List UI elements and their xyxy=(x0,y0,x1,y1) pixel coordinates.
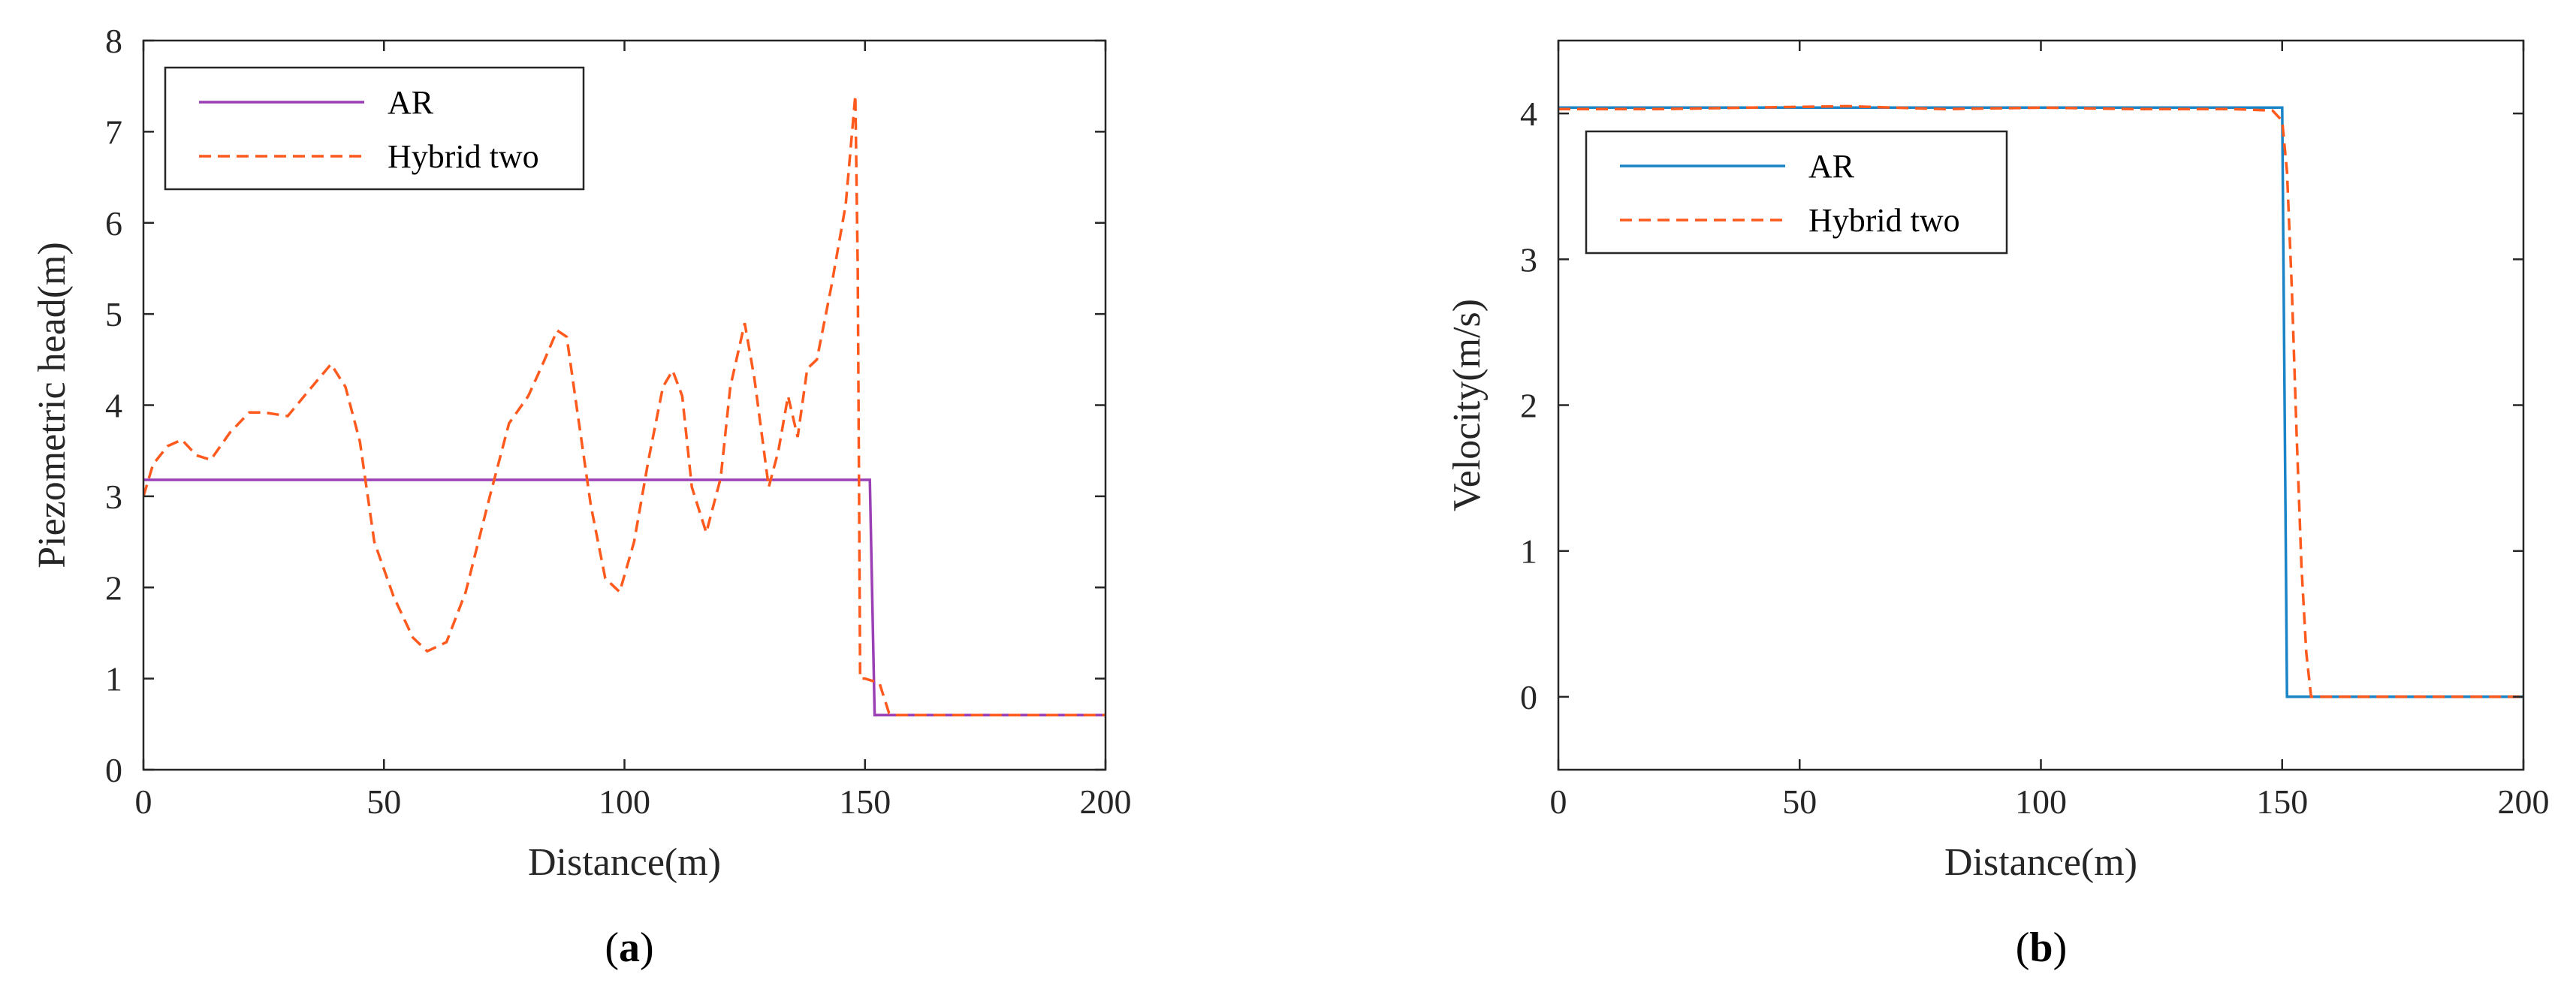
panel-label-b: (b) xyxy=(2016,924,2067,971)
panel-a-legend-label-1: Hybrid two xyxy=(388,138,539,175)
panel-b-x-tick-label-0: 0 xyxy=(1550,782,1567,821)
panel-label-a: (a) xyxy=(605,924,653,971)
chart-panel-b: 0 50 100 150 200 0 1 2 3 4 Distance(m) Velocity(m/s… xyxy=(1446,39,2550,884)
panel-a-y-axis-label: Piezometric head(m) xyxy=(31,242,74,568)
panel-a-y-tick-label-6: 6 xyxy=(105,204,122,243)
panel-b-x-axis-label: Distance(m) xyxy=(1944,841,2137,884)
panel-label-a-letter: a xyxy=(619,924,640,971)
chart-panel-a: 0 50 100 150 200 0 1 2 3 4 5 6 7 8 Distance(m) Piezomet… xyxy=(31,22,1132,884)
panel-b-y-tick-label-4: 4 xyxy=(1520,95,1537,133)
panel-a-legend: AR Hybrid two xyxy=(164,66,585,191)
panel-b-legend: AR Hybrid two xyxy=(1585,130,2008,255)
panel-a-x-tick-label-2: 100 xyxy=(599,782,650,821)
panel-a-x-tick-label-4: 200 xyxy=(1080,782,1132,821)
panel-b-y-tick-label-1: 1 xyxy=(1520,532,1537,571)
panel-a-y-tick-label-3: 3 xyxy=(105,478,122,516)
panel-b-x-tick-label-2: 100 xyxy=(2015,782,2067,821)
panel-a-x-tick-label-3: 150 xyxy=(839,782,891,821)
panel-a-y-tick-label-0: 0 xyxy=(105,751,122,789)
panel-label-b-letter: b xyxy=(2029,924,2053,971)
panel-b-y-tick-label-0: 0 xyxy=(1520,678,1537,716)
panel-a-y-tick-label-7: 7 xyxy=(105,113,122,151)
panel-a-x-tick-label-1: 50 xyxy=(366,782,401,821)
panel-a-x-tick-label-0: 0 xyxy=(135,782,152,821)
panel-b-x-tick-label-1: 50 xyxy=(1782,782,1817,821)
panel-b-y-tick-label-2: 2 xyxy=(1520,387,1537,425)
panel-b-legend-label-0: AR xyxy=(1808,148,1855,185)
panel-a-y-tick-label-5: 5 xyxy=(105,295,122,333)
panel-b-y-axis-label: Velocity(m/s) xyxy=(1446,299,1489,511)
panel-a-series-line-1 xyxy=(143,95,1106,716)
panel-a-legend-label-0: AR xyxy=(388,84,434,121)
panel-a-y-tick-label-2: 2 xyxy=(105,568,122,607)
panel-a-y-tick-label-1: 1 xyxy=(105,660,122,698)
panel-b-series-line-1 xyxy=(1558,104,2523,698)
panel-b-x-tick-label-3: 150 xyxy=(2256,782,2308,821)
panel-a-legend-box xyxy=(164,66,585,191)
panel-a-x-axis-label: Distance(m) xyxy=(528,841,721,884)
panel-b-x-tick-label-4: 200 xyxy=(2498,782,2550,821)
panel-b-y-tick-label-3: 3 xyxy=(1520,240,1537,279)
panel-a-y-tick-label-8: 8 xyxy=(105,22,122,60)
panel-a-y-tick-label-4: 4 xyxy=(105,387,122,425)
panel-b-legend-box xyxy=(1585,130,2008,255)
panel-b-legend-label-1: Hybrid two xyxy=(1808,202,1960,239)
